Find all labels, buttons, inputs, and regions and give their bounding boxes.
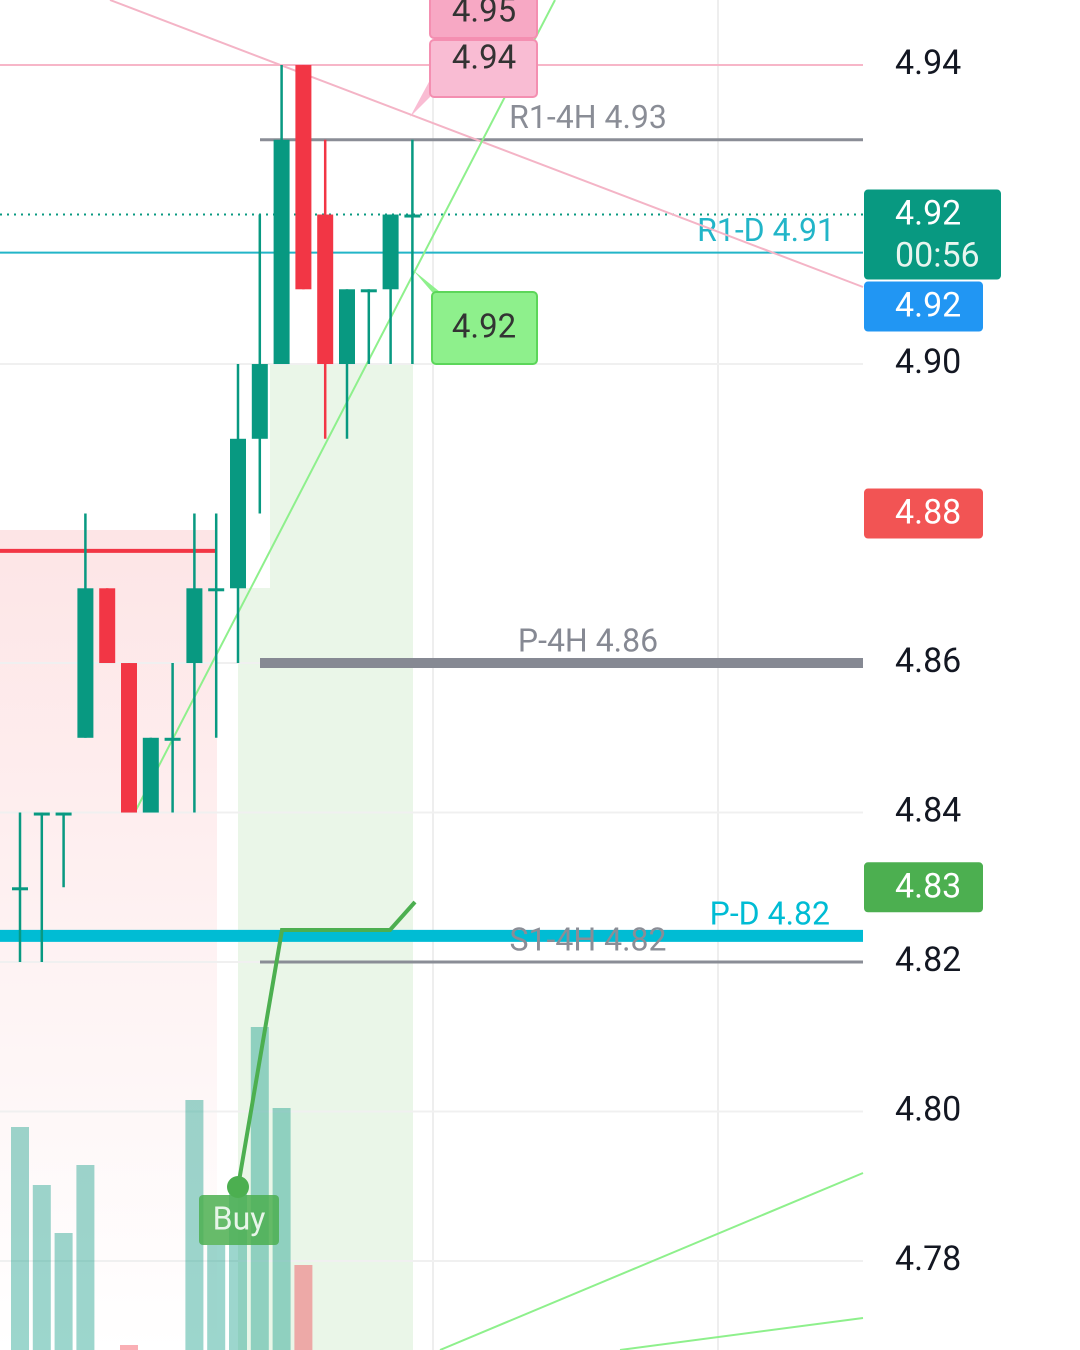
callout-label: 4.94 [452,39,516,78]
volume-bar [76,1165,95,1350]
level-label: P-D 4.82 [710,894,830,932]
callout-box [431,291,538,365]
candle-body [208,588,225,592]
candle-body [99,588,116,664]
candle-body [382,214,399,290]
candle-body [404,214,421,218]
callout-label: 4.92 [452,308,516,347]
volume-bar [207,1245,226,1350]
candle-body [186,588,203,664]
volume-bar [54,1233,73,1350]
y-tick-label: 4.84 [895,791,961,831]
price-badge-label: 4.92 [895,194,961,234]
callout-pointer [410,80,430,117]
y-tick-label: 4.78 [895,1239,961,1279]
level-label: R1-D 4.91 [697,211,835,249]
price-badge-label: 4.88 [895,493,961,533]
level-label: R1-4H 4.93 [509,98,667,136]
signal-box [199,1195,279,1245]
volume-bar [32,1185,51,1350]
candle-body [142,737,159,813]
volume-bar [272,1108,291,1350]
trend-line [619,1317,864,1350]
position-shade [238,364,413,1350]
countdown: 00:56 [895,236,980,276]
y-tick-label: 4.80 [895,1090,961,1130]
volume-bar [11,1127,29,1350]
callout-label: 4.95 [452,0,516,31]
candle-body [33,812,50,816]
y-tick-label: 4.82 [895,940,961,980]
candle-body [121,663,137,813]
candle-body [251,364,268,439]
volume-bar [120,1345,138,1350]
callout-box [429,0,538,39]
signal-dot [227,1176,249,1198]
callout-pointer [413,270,440,292]
trend-line [439,1172,864,1350]
candle-body [317,214,334,365]
y-tick-label: 4.86 [895,641,961,681]
candle-body [55,812,72,816]
callout-box [429,39,538,98]
price-badge-label: 4.92 [895,286,961,326]
price-badge [864,488,983,539]
level-label: S1-4H 4.82 [510,920,667,958]
price-badge [864,862,983,913]
trend-line [134,0,556,813]
candle-body [273,139,290,365]
candle-body [12,887,28,891]
candle-body [164,737,181,741]
price-badge [864,189,1001,280]
price-badge [864,281,983,332]
candle-body [77,588,94,738]
candle-body [360,289,377,293]
volume-bar [250,1027,269,1350]
candle-body [339,289,355,365]
price-badge-label: 4.83 [895,866,961,906]
level-label: P-4H 4.86 [518,621,658,659]
signal-path [236,900,417,1188]
volume-bar [294,1265,313,1350]
trend-line [109,0,864,288]
y-tick-label: 4.90 [895,342,961,382]
y-tick-label: 4.94 [895,43,961,83]
volume-bar [185,1100,204,1350]
candle-body [230,438,246,589]
candle-body [295,65,312,290]
signal-label: Buy [213,1199,266,1237]
